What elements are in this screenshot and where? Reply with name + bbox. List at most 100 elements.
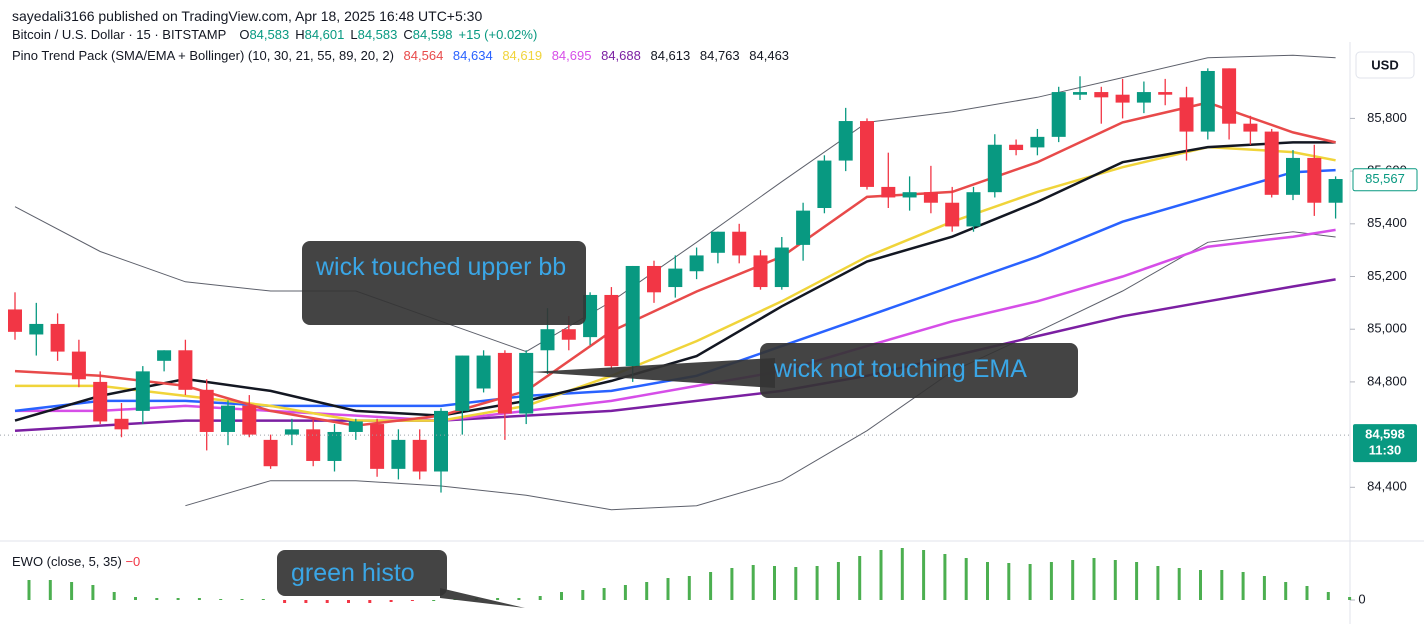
ohlc-value: 84,601 (304, 27, 345, 42)
candle-body (625, 265, 640, 367)
indicator-line (14, 141, 1336, 422)
histogram-bar (410, 600, 414, 601)
histogram-bar (1007, 563, 1011, 600)
candle-body (135, 371, 150, 411)
histogram-bar (1220, 570, 1224, 600)
candle-body (1115, 94, 1130, 103)
candle-body (71, 351, 86, 380)
candle-body (29, 323, 44, 335)
histogram-bar (581, 590, 585, 600)
ohlc-key: C (403, 27, 413, 42)
histogram-bar (283, 600, 287, 603)
histogram-bar (197, 598, 201, 600)
histogram-bar (1241, 572, 1245, 600)
indicator-value: 84,763 (699, 48, 740, 63)
histogram-bar (943, 554, 947, 600)
ohlc-value: 84,598 (412, 27, 453, 42)
histogram-bar (325, 600, 329, 603)
indicator-legend: Pino Trend Pack (SMA/EMA + Bollinger) (1… (12, 48, 789, 63)
histogram-bar (836, 562, 840, 600)
candle-body (1222, 68, 1237, 124)
candle-body (945, 202, 960, 227)
histogram-bar (1092, 558, 1096, 600)
ewo-legend: EWO (close, 5, 35) −0 (12, 554, 140, 569)
histogram-bar (112, 592, 116, 600)
annotation: wick not touching EMA (760, 343, 1078, 398)
candle-body (668, 268, 683, 288)
candle-body (923, 192, 938, 203)
histogram-bar (1135, 562, 1139, 600)
histogram-bar (922, 550, 926, 600)
price-tag (1352, 168, 1418, 192)
candle-body (1094, 92, 1109, 98)
candle-body (178, 350, 193, 390)
histogram-bar (261, 599, 265, 600)
symbol: Bitcoin / U.S. Dollar · 15 · BITSTAMP (12, 27, 227, 42)
indicator-value: 84,564 (403, 48, 444, 63)
histogram-bar (496, 598, 500, 600)
histogram-bar (1113, 560, 1117, 600)
y-tick-label: 85,400 (1367, 215, 1407, 230)
candle-body (987, 144, 1002, 193)
candle-body (199, 389, 214, 432)
histogram-bar (517, 598, 521, 600)
candle-body (327, 431, 342, 461)
histogram-bar (1326, 592, 1330, 600)
candle-body (284, 429, 299, 435)
indicator-value: 84,695 (551, 48, 592, 63)
indicator-value: 84,613 (650, 48, 691, 63)
candle-body (455, 355, 470, 411)
indicator-value: 84,688 (601, 48, 641, 63)
histogram-bar (1305, 586, 1309, 600)
candle-body (838, 121, 853, 161)
candle-body (774, 247, 789, 288)
histogram-bar (91, 585, 95, 600)
candle-body (476, 355, 491, 389)
candle-body (732, 231, 747, 256)
candle-body (796, 210, 811, 245)
indicator-value: 84,619 (502, 48, 543, 63)
ewo-title: EWO (close, 5, 35) (12, 554, 122, 569)
currency-box[interactable] (1355, 51, 1415, 79)
histogram-bar (27, 580, 31, 600)
histogram-bar (48, 580, 52, 600)
y-tick-label: 85,200 (1367, 268, 1407, 283)
symbol-legend: Bitcoin / U.S. Dollar · 15 · BITSTAMP O8… (12, 27, 537, 42)
histogram-bar (1049, 562, 1053, 600)
candle-body (114, 418, 129, 430)
histogram-bar (560, 592, 563, 600)
candle-body (50, 323, 65, 352)
candle-body (1328, 179, 1343, 203)
histogram-bar (70, 582, 74, 600)
candle-body (817, 160, 832, 208)
histogram-bar (687, 576, 691, 600)
indicator-line (185, 231, 1336, 511)
annotation: wick touched upper bb (302, 241, 586, 325)
histogram-bar (986, 562, 989, 600)
candle-body (1264, 131, 1279, 195)
candle-body (583, 294, 598, 338)
candle-body (966, 192, 981, 227)
histogram-bar (347, 600, 350, 603)
indicator-name: Pino Trend Pack (SMA/EMA + Bollinger) (1… (12, 48, 394, 63)
histogram-bar (155, 598, 159, 600)
y-tick-label: 0 (1358, 591, 1365, 606)
histogram-bar (815, 566, 819, 600)
indicator-line (15, 228, 1336, 422)
candle-body (753, 255, 768, 288)
candle-body (710, 231, 725, 253)
histogram-bar (1156, 566, 1160, 600)
histogram-bar (645, 582, 649, 600)
candle-body (412, 439, 427, 472)
candle-body (1243, 123, 1258, 132)
histogram-bar (1348, 597, 1352, 600)
candle-body (497, 352, 512, 414)
price-tag (1353, 424, 1417, 463)
indicator-line (14, 278, 1336, 432)
histogram-bar (773, 566, 776, 600)
candle-body (1073, 92, 1087, 95)
indicator-line (14, 54, 1336, 353)
candle-body (1030, 136, 1045, 148)
